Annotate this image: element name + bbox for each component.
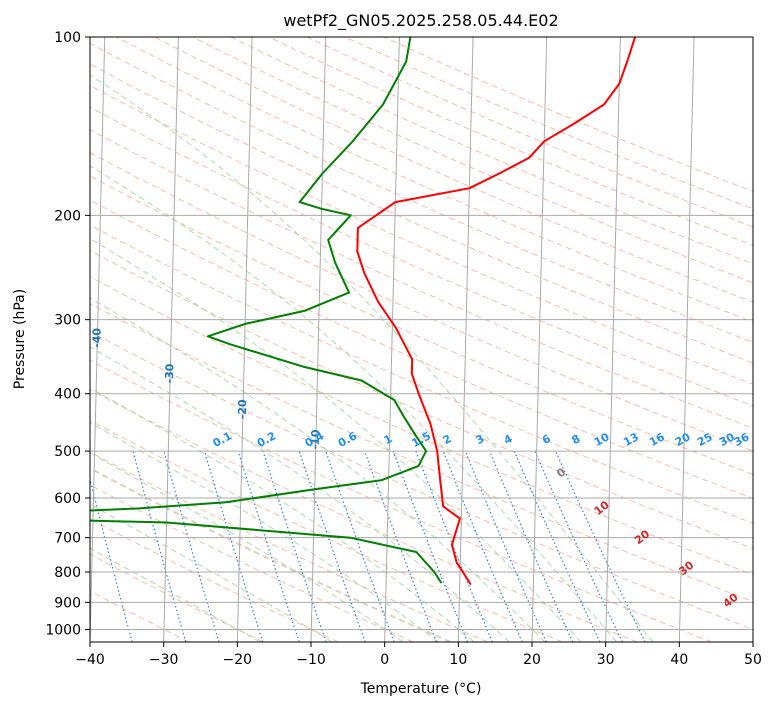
mixing-ratio-line: [132, 450, 187, 642]
mixing-ratio-label: 36: [732, 430, 752, 449]
dry-adiabat-line: [192, 37, 753, 284]
dry-adiabat-line: [90, 224, 753, 524]
x-tick-label: 20: [523, 652, 541, 668]
x-tick-label: −20: [223, 652, 253, 668]
isotherm-line: [236, 37, 253, 642]
dry-adiabat-line: [90, 175, 753, 476]
chart-title: wetPf2_GN05.2025.258.05.44.E02: [283, 11, 558, 31]
mixing-ratio-line: [298, 450, 366, 642]
dry-adiabats: [90, 37, 753, 642]
y-tick-label: 600: [54, 491, 81, 507]
mixing-ratio-line: [489, 450, 574, 642]
y-tick-label: 100: [54, 30, 81, 46]
isotherm-label: -10: [309, 429, 322, 450]
mixing-ratio-line: [262, 450, 327, 642]
mixing-ratio-line: [237, 450, 300, 642]
mixing-ratio-line: [392, 450, 469, 642]
x-tick-label: 50: [744, 652, 762, 668]
isotherm-line: [678, 37, 695, 642]
y-tick-label: 900: [54, 595, 81, 611]
isotherm-line: [457, 37, 474, 642]
x-axis-ticks: −40 −30 −20 −10 0 10 20 30 40 50: [75, 642, 762, 668]
moist-adiabat-line: [90, 387, 475, 642]
mixing-ratio-label: 16: [647, 430, 667, 449]
y-tick-label: 500: [54, 444, 81, 460]
y-tick-label: 200: [54, 208, 81, 224]
dry-adiabat-line: [90, 199, 753, 500]
dry-adiabat-line: [154, 37, 753, 303]
mixing-ratio-label: 10: [592, 430, 612, 449]
y-axis-label: Pressure (hPa): [12, 289, 28, 389]
x-tick-label: 10: [449, 652, 467, 668]
mixing-ratio-line: [163, 450, 220, 642]
mixing-ratio-label: 20: [673, 430, 693, 449]
moist-adiabat-line: [90, 452, 404, 642]
y-tick-label: 300: [54, 313, 81, 329]
pressure-gridlines: [90, 37, 753, 630]
dry-adiabat-line: [90, 249, 753, 550]
mixing-ratio-line: [442, 450, 523, 642]
moist-adiabat-line: [90, 503, 333, 642]
y-tick-label: 800: [54, 565, 81, 581]
mixing-ratio-line: [464, 450, 547, 642]
mixing-ratio-line: [203, 450, 264, 642]
dry-adiabat-line: [90, 553, 264, 642]
y-tick-label: 400: [54, 387, 81, 403]
dry-adiabat-line: [90, 129, 753, 429]
x-tick-label: 30: [597, 652, 615, 668]
isotherm-line: [605, 37, 621, 642]
dry-adiabat-line: [90, 389, 638, 642]
y-tick-label: 1000: [45, 622, 81, 638]
x-tick-label: 0: [380, 652, 389, 668]
dewpoint-line: [90, 37, 443, 584]
mixing-ratio-label: 30: [717, 430, 737, 449]
x-tick-label: −40: [75, 652, 105, 668]
dry-adiabat-line: [90, 419, 563, 642]
isotherm-line: [531, 37, 548, 642]
dry-adiabat-line: [90, 303, 753, 603]
isotherms: [90, 37, 753, 642]
isotherm-line: [310, 37, 327, 642]
isotherm-line: [384, 37, 400, 642]
reference-adiabat-line: [90, 467, 451, 642]
dry-adiabat-line: [90, 42, 753, 343]
mixing-ratio-label: 25: [695, 430, 715, 449]
moist-adiabat-line: [90, 165, 618, 642]
dry-adiabat-line: [90, 590, 190, 642]
isotherm-label: -30: [163, 363, 176, 384]
dry-adiabat-line: [90, 451, 488, 642]
mixing-ratio-label: 13: [621, 430, 641, 449]
moist-adiabats: [90, 74, 654, 642]
moist-adiabat-line: [90, 422, 439, 642]
x-tick-label: −30: [149, 652, 179, 668]
isotherm-line: [163, 37, 179, 642]
x-tick-label: −10: [296, 652, 326, 668]
moist-adiabat-line: [90, 74, 654, 642]
isotherm-label: -40: [90, 327, 103, 348]
moist-adiabat-line: [90, 346, 510, 642]
mixing-ratio-line: [364, 450, 437, 642]
dry-adiabat-line: [90, 106, 753, 407]
temperature-line: [356, 37, 637, 586]
moist-adiabat-line: [90, 297, 546, 642]
dry-adiabat-line: [90, 359, 712, 642]
sounding-series: [90, 37, 637, 586]
y-axis-ticks: 100 200 300 400 500 600 700 800 900 1000: [45, 30, 90, 638]
x-tick-label: 40: [670, 652, 688, 668]
isotherm-line: [90, 37, 106, 642]
isotherm-label: -20: [236, 399, 249, 420]
plot-frame: [89, 36, 754, 643]
x-axis-label: Temperature (°C): [360, 681, 482, 697]
y-tick-label: 700: [54, 531, 81, 547]
